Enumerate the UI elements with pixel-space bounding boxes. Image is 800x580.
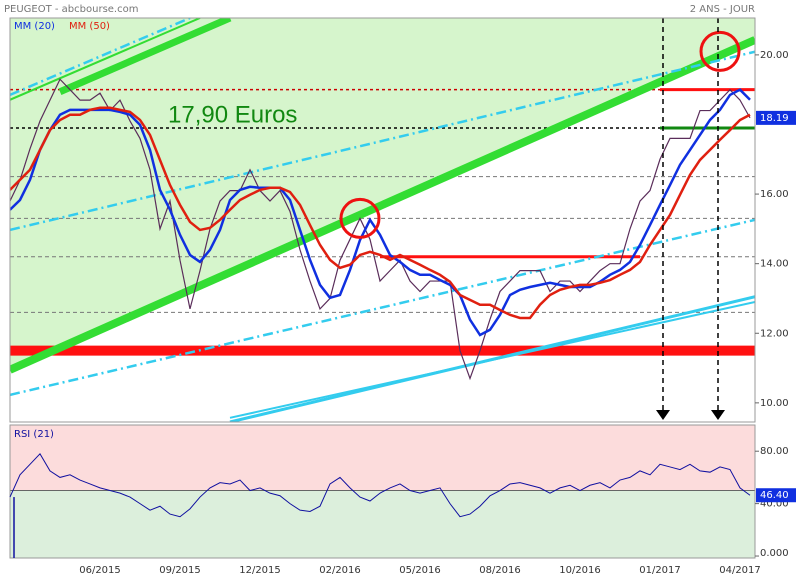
y-tick-label: 20.00 xyxy=(760,50,789,61)
ma-line xyxy=(10,88,751,337)
y-tick-label: 12.00 xyxy=(760,328,789,339)
x-tick-label: 09/2015 xyxy=(159,565,201,576)
trendline xyxy=(10,18,191,97)
arrow-head xyxy=(656,410,670,420)
x-tick-label: 04/2017 xyxy=(719,565,761,576)
trendline xyxy=(10,36,755,374)
rsi-upper-zone xyxy=(10,425,755,491)
x-tick-label: 05/2016 xyxy=(399,565,441,576)
x-tick-label: 01/2017 xyxy=(639,565,681,576)
y-tick-label: 16.00 xyxy=(760,189,789,200)
trendline xyxy=(58,18,232,95)
channel-fill xyxy=(10,18,755,370)
rsi-tick-label: 40.00 xyxy=(760,499,789,510)
rsi-tag xyxy=(756,488,796,503)
y-tick-label: 14.00 xyxy=(760,259,789,270)
rsi-lower-zone xyxy=(10,490,755,558)
arrow-head xyxy=(711,410,725,420)
trendline xyxy=(10,18,201,101)
rsi-tag-label: 46.40 xyxy=(760,490,789,501)
x-tick-label: 06/2015 xyxy=(79,565,121,576)
highlight-circle xyxy=(339,197,381,239)
x-tick-label: 10/2016 xyxy=(559,565,601,576)
main-frame xyxy=(9,17,756,423)
trendline xyxy=(229,300,755,419)
rsi-tick-label: 80.00 xyxy=(760,446,789,457)
price-tag xyxy=(756,110,796,125)
legend-label: MM (20) xyxy=(14,21,55,32)
highlight-circle xyxy=(699,30,741,72)
annotation: 17,90 Euros xyxy=(168,101,297,128)
x-tick-label: 12/2015 xyxy=(239,565,281,576)
rsi-tick-label: 0.000 xyxy=(760,548,789,559)
x-tick-label: 08/2016 xyxy=(479,565,521,576)
trendline xyxy=(10,50,755,232)
legend-label: MM (50) xyxy=(69,21,110,32)
rsi-title: RSI (21) xyxy=(14,429,54,440)
x-tick-label: 02/2016 xyxy=(319,565,361,576)
chart-title: PEUGEOT - abcbourse.com xyxy=(4,4,138,15)
rsi-frame xyxy=(9,424,756,559)
rsi-line xyxy=(9,453,751,518)
price-line xyxy=(10,78,751,381)
y-tick-label: 10.00 xyxy=(760,398,789,409)
trendline xyxy=(10,218,755,397)
chart-subtitle: 2 ANS - JOUR xyxy=(690,4,755,15)
price-tag-label: 18.19 xyxy=(760,113,789,124)
ma-line xyxy=(10,106,751,320)
